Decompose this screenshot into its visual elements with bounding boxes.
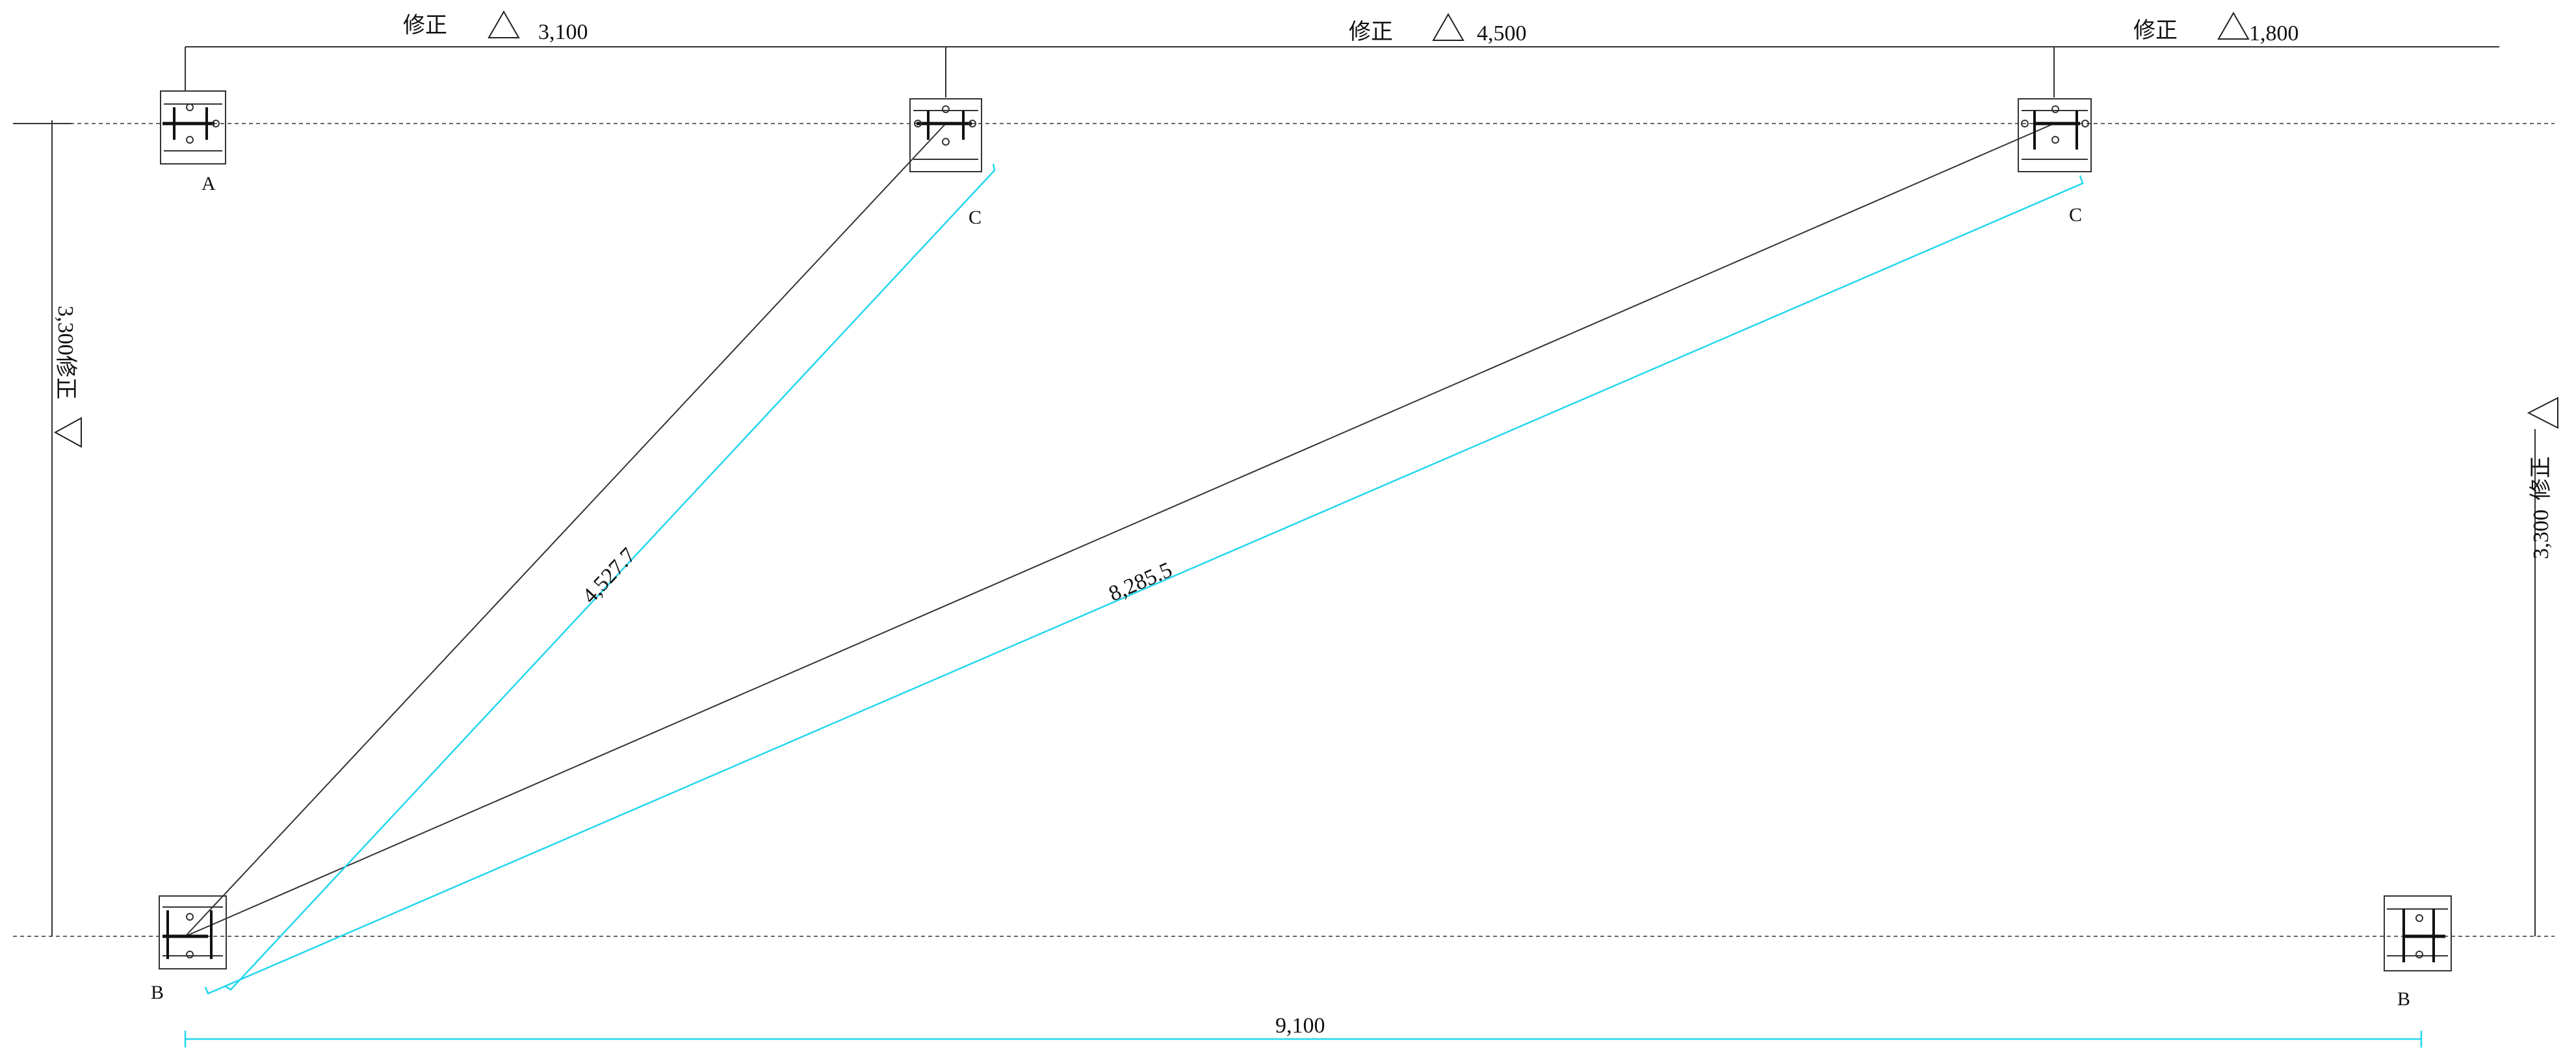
diagonal-value-1: 4,527.7 xyxy=(578,544,641,609)
column-b-2 xyxy=(2384,895,2452,971)
top-dim-value-3: 1,800 xyxy=(2249,21,2299,46)
top-dim-value-1: 3,100 xyxy=(538,20,588,44)
column-c-2 xyxy=(2018,98,2092,172)
top-dim-label-3: 修正 xyxy=(2133,18,2178,43)
diagonal-member-1 xyxy=(185,123,946,937)
diagonal-dimension-2 xyxy=(204,175,2084,995)
revision-triangle-icon xyxy=(2527,397,2558,429)
top-dim-label-2: 修正 xyxy=(1349,20,1393,44)
column-c-1 xyxy=(909,98,982,172)
bottom-dimension-value: 9,100 xyxy=(1275,1014,1325,1038)
column-label-c-2: C xyxy=(2069,204,2082,226)
left-dimension-text: 3,300修正 xyxy=(53,306,78,400)
column-a xyxy=(160,90,226,165)
revision-triangle-icon xyxy=(1432,12,1464,41)
right-dimension-text: 3,300修正 xyxy=(2529,456,2553,560)
revision-triangle-icon xyxy=(2217,11,2250,40)
diagonal-dimension-1 xyxy=(224,163,996,991)
diagonal-member-2 xyxy=(185,123,2055,937)
column-label-b-1: B xyxy=(151,982,164,1003)
diagonal-value-2: 8,285.5 xyxy=(1105,558,1175,607)
column-label-b-2: B xyxy=(2397,988,2410,1010)
top-dim-label-1: 修正 xyxy=(403,13,447,38)
revision-triangle-icon xyxy=(488,10,520,38)
top-dim-value-2: 4,500 xyxy=(1477,21,1527,46)
column-label-a: A xyxy=(202,173,216,194)
column-label-c-1: C xyxy=(969,207,982,228)
column-b-1 xyxy=(159,895,227,969)
revision-triangle-icon xyxy=(53,417,82,448)
